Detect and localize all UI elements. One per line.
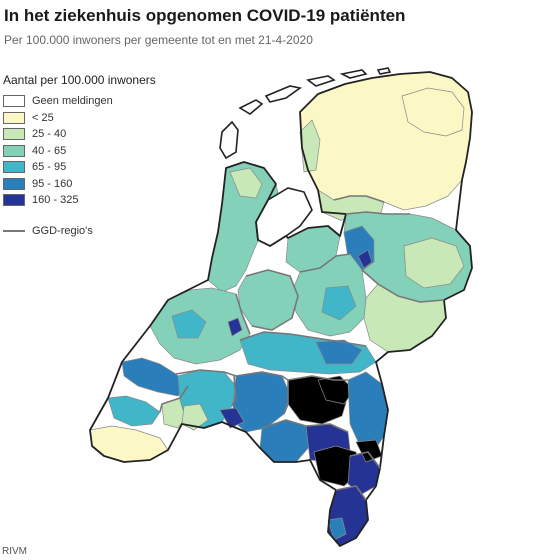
island-texel <box>219 120 239 160</box>
region-zeeland-mid <box>107 395 161 427</box>
legend-label: 25 - 40 <box>32 128 67 141</box>
legend-label: 65 - 95 <box>32 161 67 174</box>
legend-label: 40 - 65 <box>32 144 67 157</box>
legend-item-lt25: < 25 <box>3 110 193 127</box>
legend-ggd-label: GGD-regio's <box>32 224 93 237</box>
island-terschelling <box>264 85 302 103</box>
legend-swatch <box>3 95 25 108</box>
legend-swatch <box>3 194 25 207</box>
legend-swatch <box>3 128 25 141</box>
legend-ggd-line <box>3 229 25 232</box>
legend-label: 95 - 160 <box>32 177 73 190</box>
legend-swatch <box>3 144 25 157</box>
region-noord-holland-north <box>229 167 263 199</box>
page-title: In het ziekenhuis opgenomen COVID-19 pat… <box>4 6 406 25</box>
legend-item-40-65: 40 - 65 <box>3 143 193 160</box>
region-zh-dark <box>227 317 243 337</box>
region-den-haag <box>171 309 207 339</box>
legend-label: 160 - 325 <box>32 194 79 207</box>
region-west-brabant-light <box>181 403 209 431</box>
region-nijmegen <box>315 339 363 365</box>
ggd-boundaries <box>159 195 445 501</box>
region-brabant-dark-a <box>219 407 245 429</box>
region-overijssel-dark <box>357 249 373 269</box>
region-twente <box>403 237 465 289</box>
page-subtitle: Per 100.000 inwoners per gemeente tot en… <box>4 33 313 47</box>
legend-item-95-160: 95 - 160 <box>3 176 193 193</box>
island-rottumeroog <box>376 67 392 75</box>
wadden-islands <box>219 67 392 160</box>
region-utrecht <box>237 269 299 331</box>
region-veluwe-mid <box>321 285 357 321</box>
country-outline <box>89 71 473 547</box>
island-vlieland <box>238 99 264 115</box>
map-regions <box>89 71 473 547</box>
legend-item-160-325: 160 - 325 <box>3 192 193 209</box>
legend-swatch <box>3 111 25 124</box>
source-label: RIVM <box>2 546 27 557</box>
legend-item-25-40: 25 - 40 <box>3 126 193 143</box>
region-groningen-east <box>401 87 465 137</box>
legend-label: < 25 <box>32 111 54 124</box>
legend-item-none: Geen meldingen <box>3 93 193 110</box>
island-schiermonnikoog <box>339 69 368 79</box>
legend-item-ggd: GGD-regio's <box>3 225 193 237</box>
legend-swatch <box>3 177 25 190</box>
legend-title: Aantal per 100.000 inwoners <box>3 73 156 87</box>
map-legend: Aantal per 100.000 inwoners Geen melding… <box>3 73 193 237</box>
region-maastricht <box>327 517 347 541</box>
legend-swatch <box>3 161 25 174</box>
legend-label: Geen meldingen <box>32 95 113 108</box>
legend-item-65-95: 65 - 95 <box>3 159 193 176</box>
island-ameland <box>306 75 336 87</box>
